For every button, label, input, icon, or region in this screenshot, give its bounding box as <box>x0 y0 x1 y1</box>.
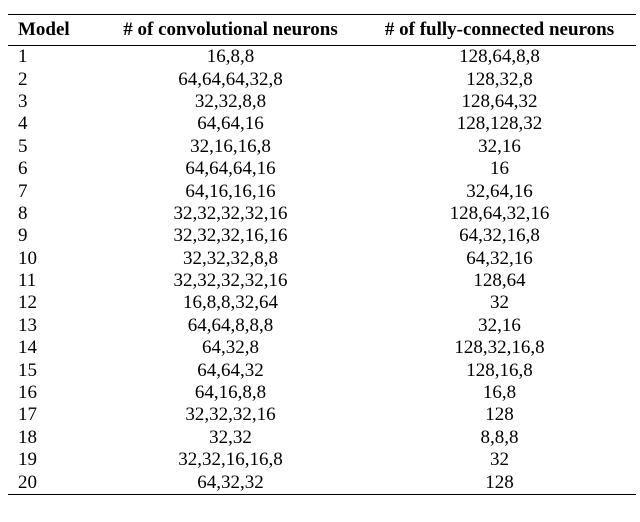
table-row: 6 64,64,64,16 16 <box>8 158 636 180</box>
table-cell: 32,32,32,16 <box>185 404 276 426</box>
table-cell: 4 <box>18 113 28 135</box>
table-cell: 128,16,8 <box>466 359 533 381</box>
table-cell: 32 <box>490 292 509 314</box>
table-cell: 64,32,16 <box>466 247 533 269</box>
table-cell: 128,128,32 <box>456 113 543 135</box>
header-cell: Model <box>18 19 70 40</box>
model-table: Model # of convolutional neurons # of full… <box>8 14 636 495</box>
table-cell: 18 <box>18 426 37 448</box>
table-cell: 16,8,8,32,64 <box>183 292 278 314</box>
table-cell: 64,64,16 <box>197 113 264 135</box>
table-row: 5 32,16,16,8 32,16 <box>8 136 636 158</box>
table-cell: 64,16,16,16 <box>185 180 276 202</box>
table-row: 9 32,32,32,16,16 64,32,16,8 <box>8 225 636 247</box>
table-cell: 19 <box>18 449 37 471</box>
table-cell: 32 <box>490 449 509 471</box>
table-cell: 128,64 <box>473 270 526 292</box>
table-row: 18 32,32 8,8,8 <box>8 427 636 449</box>
table-row: 1 16,8,8 128,64,8,8 <box>8 46 636 69</box>
table-cell: 32,16 <box>478 314 521 336</box>
table-row: 20 64,32,32 128 <box>8 471 636 494</box>
table-row: 13 64,64,8,8,8 32,16 <box>8 315 636 337</box>
table-cell: 13 <box>18 314 37 336</box>
header-row: Model # of convolutional neurons # of full… <box>8 14 636 46</box>
table-row: 16 64,16,8,8 16,8 <box>8 382 636 404</box>
table-cell: 64,16,8,8 <box>194 382 267 404</box>
table-cell: 32,16 <box>478 135 521 157</box>
header-cell: # of convolutional neurons <box>123 19 338 40</box>
table-cell: 11 <box>18 270 37 292</box>
table-cell: 2 <box>18 68 28 90</box>
table-cell: 128 <box>485 404 514 426</box>
table-cell: 6 <box>18 158 28 180</box>
table-header: Model # of convolutional neurons # of full… <box>8 14 636 46</box>
table-cell: 32,32,32,32,16 <box>173 270 288 292</box>
table-body: 1 16,8,8 128,64,8,8 2 64,64,64,32,8 128,32,8 3… <box>8 46 636 495</box>
table-cell: 32,32,32,32,16 <box>173 202 288 224</box>
table-cell: 32,64,16 <box>466 180 533 202</box>
table-row: 15 64,64,32 128,16,8 <box>8 359 636 381</box>
table-cell: 32,16,16,8 <box>190 135 271 157</box>
table-cell: 64,64,8,8,8 <box>187 314 274 336</box>
table-row: 11 32,32,32,32,16 128,64 <box>8 270 636 292</box>
table-cell: 20 <box>18 471 37 493</box>
table-cell: 12 <box>18 292 37 314</box>
table-cell: 32,32,16,16,8 <box>178 449 283 471</box>
table-row: 10 32,32,32,8,8 64,32,16 <box>8 248 636 270</box>
table-cell: 17 <box>18 404 37 426</box>
table-cell: 16 <box>18 382 37 404</box>
table-cell: 5 <box>18 135 28 157</box>
table-cell: 64,32,32 <box>197 471 264 493</box>
table-row: 4 64,64,16 128,128,32 <box>8 113 636 135</box>
table-cell: 7 <box>18 180 28 202</box>
table-cell: 3 <box>18 90 28 112</box>
table-cell: 128,64,32 <box>461 90 538 112</box>
table-cell: 9 <box>18 225 28 247</box>
table-cell: 10 <box>18 247 37 269</box>
table-cell: 32,32,8,8 <box>194 90 267 112</box>
table-cell: 14 <box>18 337 37 359</box>
table-cell: 128,32,8 <box>466 68 533 90</box>
table-row: 12 16,8,8,32,64 32 <box>8 292 636 314</box>
table-cell: 1 <box>18 46 28 68</box>
table-cell: 32,32 <box>209 426 252 448</box>
table-row: 14 64,32,8 128,32,16,8 <box>8 337 636 359</box>
table-cell: 16,8,8 <box>206 46 255 68</box>
table-cell: 16,8 <box>482 382 517 404</box>
table-cell: 32,32,32,8,8 <box>183 247 278 269</box>
table-row: 19 32,32,16,16,8 32 <box>8 449 636 471</box>
table-row: 17 32,32,32,16 128 <box>8 404 636 426</box>
table-row: 2 64,64,64,32,8 128,32,8 <box>8 68 636 90</box>
table-cell: 64,64,32 <box>197 359 264 381</box>
table-cell: 32,32,32,16,16 <box>173 225 288 247</box>
table-cell: 64,64,64,16 <box>185 158 276 180</box>
table-cell: 16 <box>490 158 509 180</box>
table-cell: 128 <box>485 471 514 493</box>
table-cell: 8,8,8 <box>480 426 519 448</box>
table-cell: 128,64,32,16 <box>449 202 550 224</box>
table-cell: 128,32,16,8 <box>454 337 545 359</box>
table-cell: 128,64,8,8 <box>459 46 540 68</box>
table-cell: 64,32,8 <box>202 337 259 359</box>
header-cell: # of fully-connected neurons <box>384 19 615 40</box>
table-cell: 15 <box>18 359 37 381</box>
table-row: 7 64,16,16,16 32,64,16 <box>8 180 636 202</box>
table-cell: 8 <box>18 202 28 224</box>
table-row: 3 32,32,8,8 128,64,32 <box>8 91 636 113</box>
table-cell: 64,64,64,32,8 <box>178 68 283 90</box>
table-row: 8 32,32,32,32,16 128,64,32,16 <box>8 203 636 225</box>
table-cell: 64,32,16,8 <box>459 225 540 247</box>
